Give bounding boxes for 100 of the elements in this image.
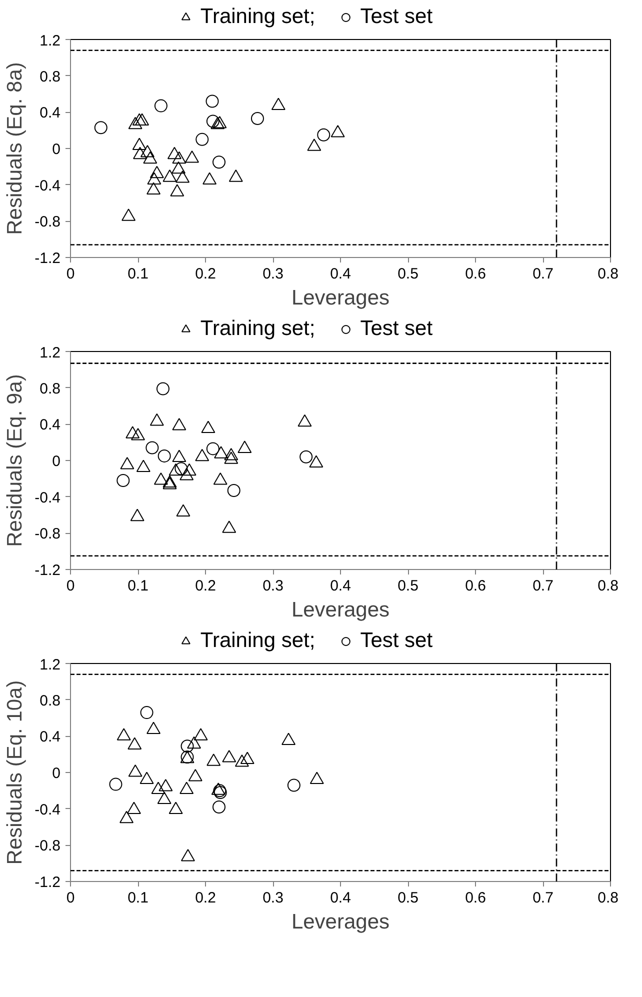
point [143, 151, 158, 164]
y-tick-label: 0.4 [40, 728, 61, 746]
point [136, 460, 150, 472]
point [194, 728, 208, 740]
point [182, 463, 196, 476]
y-tick-label: -0.4 [34, 489, 61, 506]
point [132, 138, 146, 150]
point [180, 782, 194, 794]
point [214, 446, 228, 458]
x-tick-label: 0.2 [195, 578, 216, 594]
point [213, 472, 228, 485]
point [195, 448, 210, 462]
y-tick-label: 0 [52, 141, 60, 158]
x-tick-label: 0.7 [532, 890, 554, 906]
point [130, 508, 144, 522]
x-tick-label: 0.4 [330, 266, 351, 282]
point [154, 472, 168, 485]
point [140, 145, 154, 158]
point [168, 463, 183, 476]
x-tick-label: 0.5 [398, 890, 418, 906]
point [185, 150, 199, 163]
point [157, 792, 172, 804]
point [282, 732, 296, 745]
point [167, 146, 182, 160]
point [120, 810, 134, 824]
point [222, 750, 236, 762]
point [135, 113, 150, 126]
x-tick-label: 0.8 [598, 578, 619, 594]
point [172, 418, 186, 430]
y-tick-label: 0 [52, 453, 60, 470]
point [162, 170, 177, 182]
point [234, 754, 249, 767]
point [122, 208, 136, 221]
point [172, 450, 186, 462]
y-axis-title: Residuals (Eq. 10a) [4, 680, 27, 865]
x-tick-label: 0.2 [195, 890, 216, 906]
y-tick-label: -0.4 [34, 177, 61, 194]
x-tick-label: 0.1 [128, 266, 148, 282]
x-axis-title: Leverages [291, 598, 390, 622]
x-tick-label: 0 [66, 890, 75, 906]
legend-label: Training set; [200, 317, 316, 341]
point [128, 737, 142, 750]
point [158, 779, 173, 792]
point [151, 782, 166, 794]
point [180, 468, 194, 480]
point [307, 138, 322, 151]
x-tick-label: 0.5 [398, 266, 418, 282]
point [201, 420, 216, 433]
point [128, 764, 142, 777]
point [126, 426, 140, 438]
legend-label: Test set [360, 629, 433, 653]
point [271, 98, 286, 110]
point [172, 161, 186, 174]
x-tick-label: 0.2 [195, 266, 216, 282]
point [150, 166, 164, 178]
x-tick-label: 0.3 [262, 890, 284, 906]
y-tick-label: 0.8 [40, 692, 61, 710]
point [202, 172, 217, 185]
y-tick-label: 0.8 [40, 68, 61, 86]
y-axis-title: Residuals (Eq. 9a) [4, 374, 27, 547]
legend-label: Test set [360, 317, 433, 341]
y-tick-label: -1.2 [34, 562, 61, 579]
point [128, 116, 142, 130]
point [222, 520, 236, 533]
x-axis-title: Leverages [291, 910, 390, 934]
x-tick-label: 0.7 [532, 578, 554, 594]
x-tick-label: 0 [66, 266, 75, 282]
point [133, 146, 148, 160]
y-tick-label: -0.8 [34, 214, 61, 231]
point [168, 802, 183, 814]
point [146, 722, 161, 734]
x-tick-label: 0.4 [330, 578, 351, 594]
point [176, 504, 190, 517]
point [240, 752, 254, 764]
point [238, 440, 252, 453]
y-tick-label: 1.2 [40, 656, 61, 674]
point [298, 414, 312, 427]
y-axis-title: Residuals (Eq. 8a) [4, 62, 27, 235]
point [180, 848, 195, 862]
point [228, 170, 243, 182]
y-tick-label: -0.8 [34, 838, 61, 855]
point [132, 113, 146, 126]
legend-label: Training set; [200, 5, 316, 29]
y-tick-label: 0.4 [40, 104, 61, 122]
point [172, 151, 186, 164]
point [187, 736, 202, 749]
point [150, 413, 164, 426]
point [140, 772, 154, 784]
point [310, 772, 324, 784]
x-tick-label: 0.6 [465, 266, 486, 282]
y-tick-label: 1.2 [40, 32, 61, 50]
y-tick-label: -1.2 [34, 250, 61, 267]
point [224, 452, 238, 464]
point [330, 125, 345, 138]
point [146, 182, 161, 195]
point [206, 754, 221, 766]
x-tick-label: 0.3 [262, 578, 284, 594]
point [188, 769, 202, 782]
x-tick-label: 0 [66, 578, 75, 594]
legend-label: Test set [360, 5, 433, 29]
